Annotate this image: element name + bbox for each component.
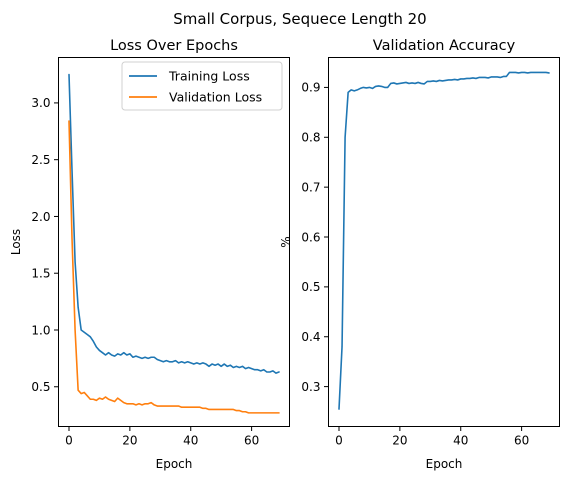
loss-ytick-label: 2.5 [31, 153, 50, 167]
loss-legend-box [121, 61, 283, 111]
accuracy-ytick-label: 0.8 [301, 131, 320, 145]
loss-series-training-loss [68, 73, 280, 374]
accuracy-xtick-label: 60 [514, 434, 529, 448]
loss-xtick-label: 0 [65, 434, 73, 448]
accuracy-chart: Validation Accuracy 0 20 40 600.30.40.50.60… [279, 38, 560, 471]
loss-chart-xlabel: Epoch [156, 457, 193, 471]
accuracy-ytick-label: 0.5 [301, 280, 320, 294]
accuracy-chart-ylabel: % [279, 236, 293, 247]
accuracy-ticks-layer: 0 20 40 60 0.3 0.4 0.5 0.6 0.7 0.8 0.9 [301, 81, 529, 448]
loss-chart: Loss Over Epochs 0 20 40 60 0.5 1.0 1.5 2.0 2.5 3… [9, 38, 290, 471]
accuracy-xtick-label: 40 [453, 434, 468, 448]
accuracy-series-validation-accuracy [338, 71, 550, 410]
accuracy-ytick-label: 0.9 [301, 81, 320, 95]
accuracy-xtick-label: 0 [335, 434, 343, 448]
accuracy-xtick-label: 20 [392, 434, 407, 448]
accuracy-series-layer [338, 71, 550, 410]
legend-training-label: Training Loss [168, 69, 250, 84]
accuracy-ytick-label: 0.4 [301, 330, 320, 344]
accuracy-ytick-label: 0.7 [301, 180, 320, 194]
loss-legend: Training Loss Validation Loss [121, 61, 283, 111]
loss-ytick-label: 1.0 [31, 323, 50, 337]
loss-ytick-label: 2.0 [31, 210, 50, 224]
accuracy-chart-xlabel: Epoch [426, 457, 463, 471]
loss-xtick-label: 20 [122, 434, 137, 448]
accuracy-chart-frame [328, 57, 560, 427]
loss-xtick-label: 60 [244, 434, 259, 448]
loss-xtick-label: 40 [183, 434, 198, 448]
legend-validation-label: Validation Loss [169, 90, 262, 105]
accuracy-chart-title: Validation Accuracy [373, 38, 516, 54]
loss-ytick-label: 0.5 [31, 380, 50, 394]
loss-series-validation-loss [68, 120, 280, 414]
loss-ytick-label: 3.0 [31, 96, 50, 110]
figure-suptitle: Small Corpus, Sequece Length 20 [173, 10, 426, 28]
accuracy-ytick-label: 0.6 [301, 230, 320, 244]
accuracy-ytick-label: 0.3 [301, 380, 320, 394]
loss-chart-frame [58, 57, 290, 427]
loss-chart-title: Loss Over Epochs [110, 38, 238, 54]
loss-ytick-label: 1.5 [31, 267, 50, 281]
loss-series-layer [68, 73, 280, 414]
loss-ticks-layer: 0 20 40 60 0.5 1.0 1.5 2.0 2.5 3.0 [31, 96, 259, 447]
loss-chart-ylabel: Loss [9, 229, 23, 255]
